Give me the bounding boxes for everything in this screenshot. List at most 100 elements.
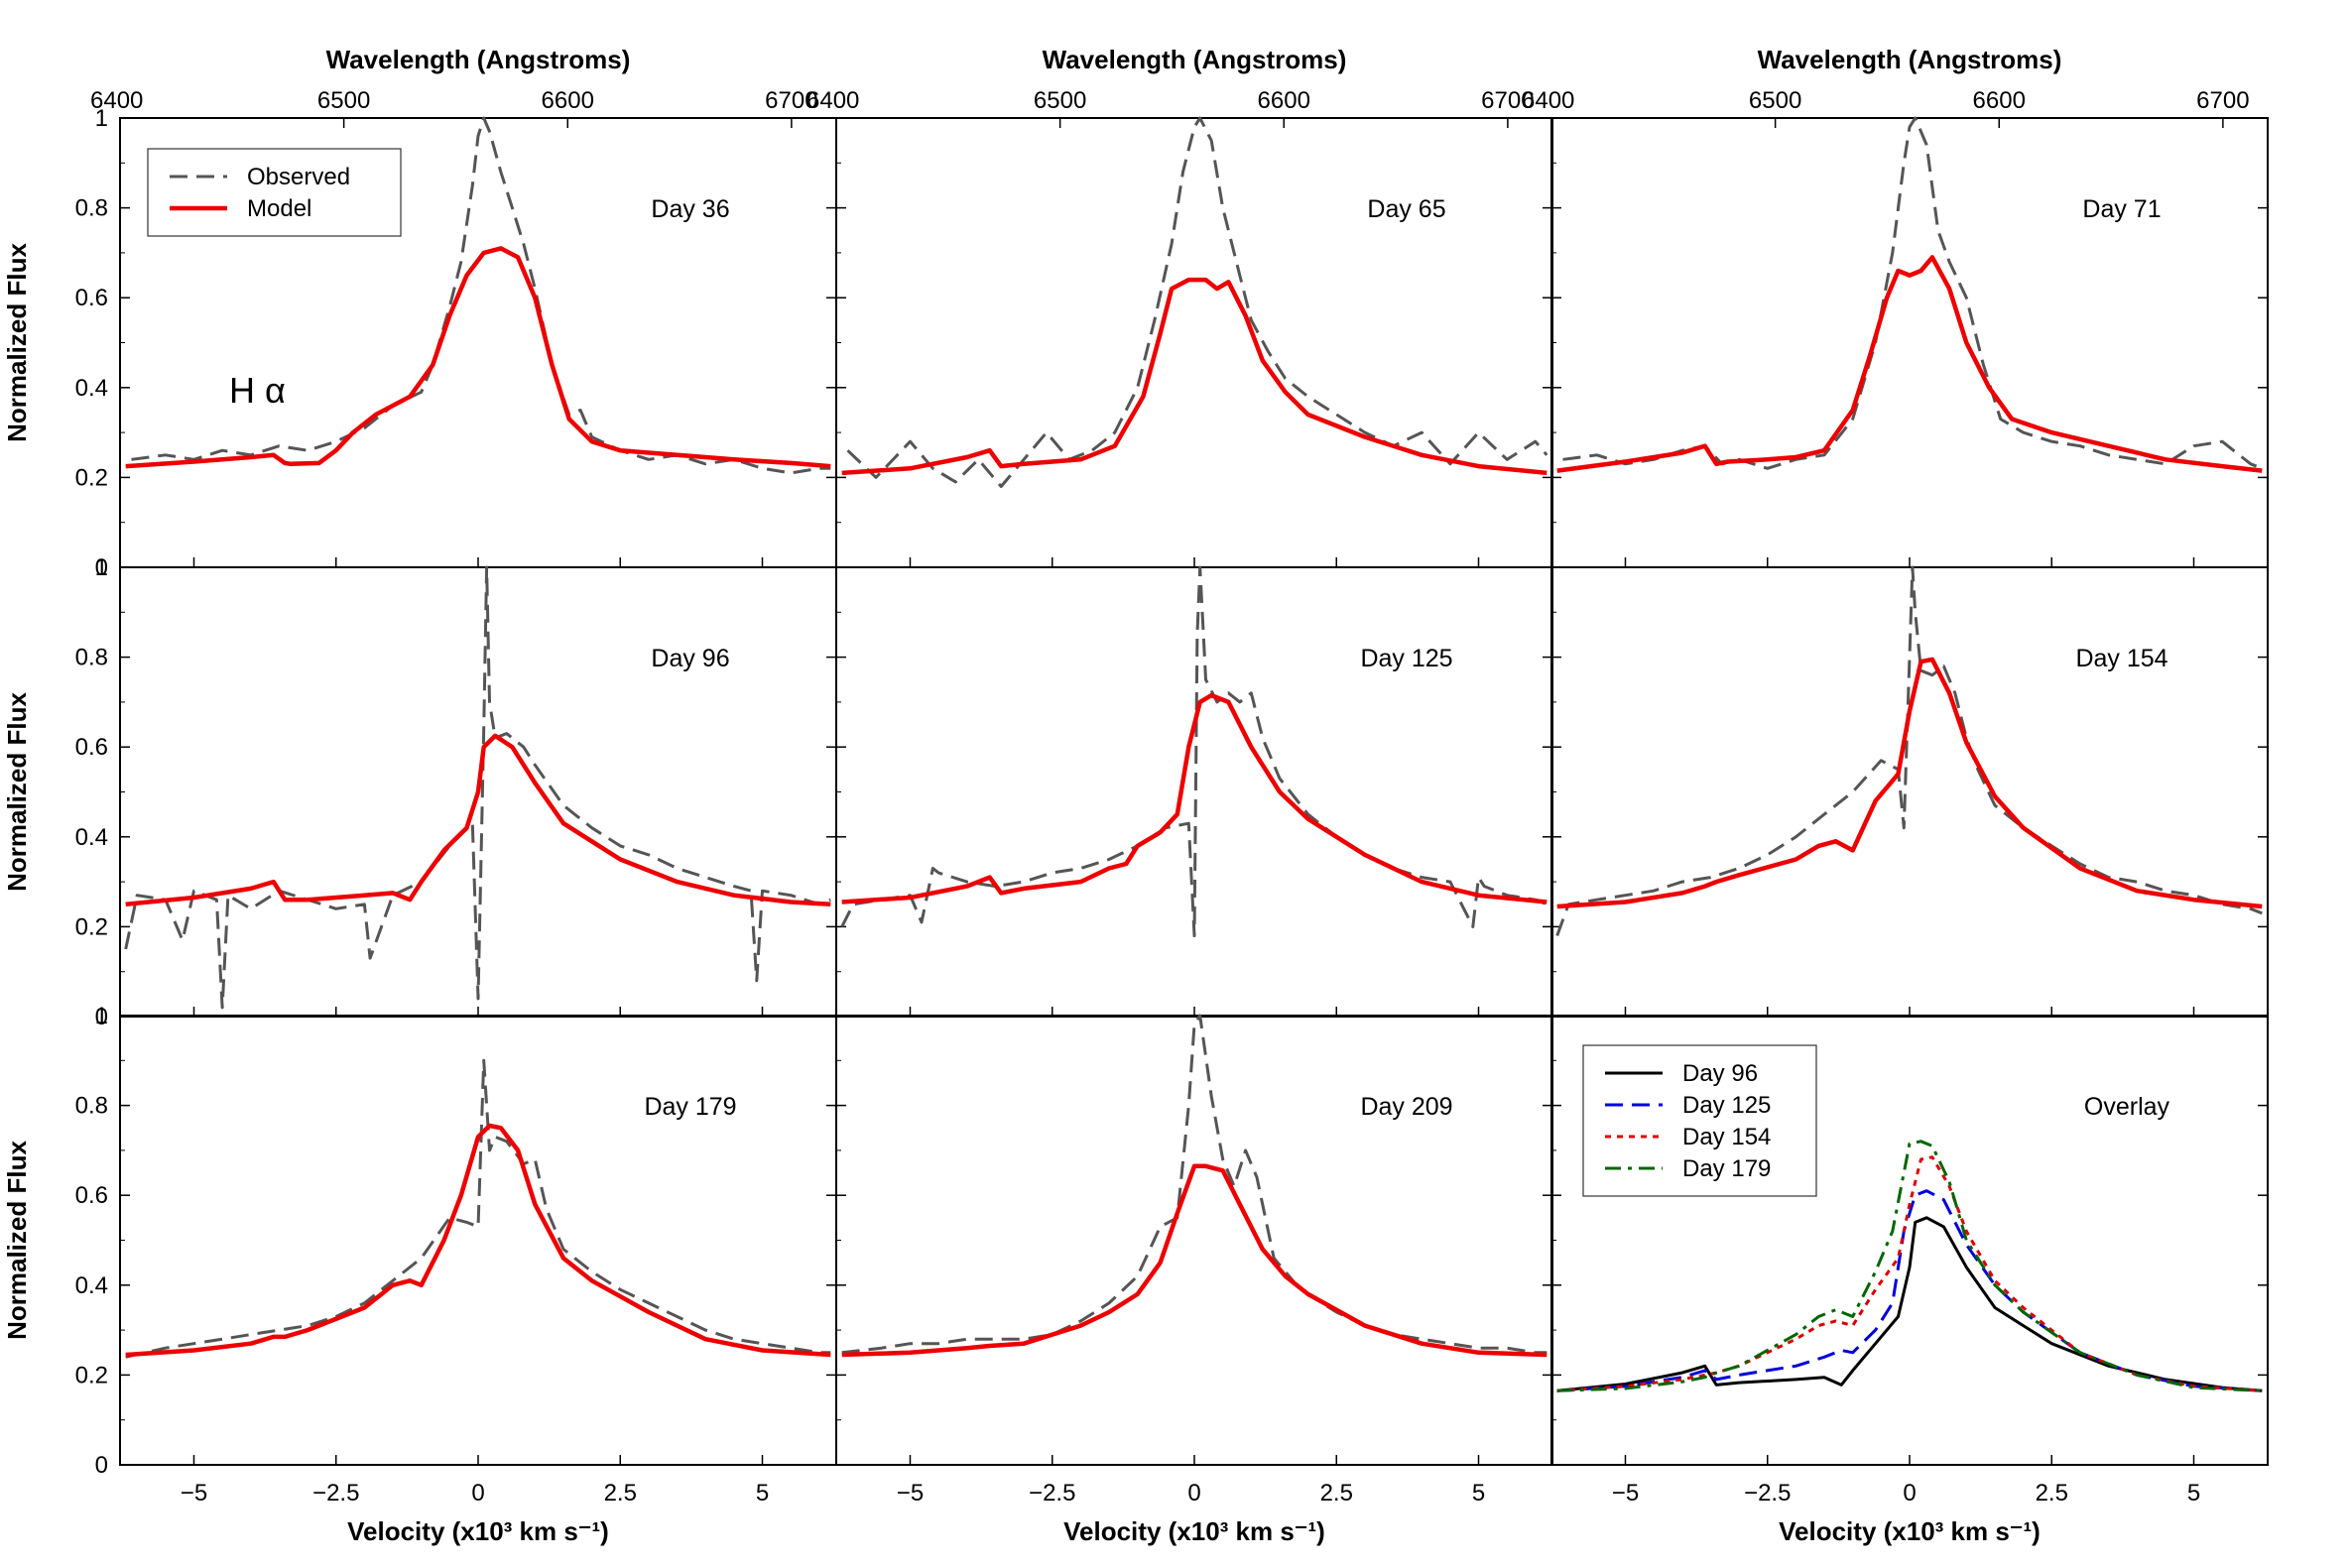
y-tick-label: 0.2	[75, 464, 108, 491]
x-tick-label: 0	[471, 1480, 484, 1507]
y-tick-label: 0	[95, 554, 108, 581]
panel-top-center	[835, 116, 1553, 568]
panel-label: Day 209	[1360, 1093, 1452, 1121]
x-tick-label: −5	[1612, 1480, 1639, 1507]
y-tick-label: 0	[95, 1452, 108, 1479]
series-model	[125, 1123, 831, 1358]
x-tick-label: −2.5	[1744, 1480, 1791, 1507]
panel-middle-right	[1550, 565, 2269, 1018]
top-tick-label: 6500	[1034, 87, 1086, 114]
x-tick-label: −5	[181, 1480, 207, 1507]
top-tick-label: 6600	[1258, 87, 1310, 114]
y-tick-label: 0.6	[75, 1182, 108, 1209]
y-tick-label: 0	[95, 1004, 108, 1030]
series-observed	[840, 565, 1547, 937]
y-axis-title: Normalized Flux	[2, 692, 32, 892]
series-day-125	[1556, 1189, 2263, 1392]
x-tick-label: 5	[2187, 1480, 2200, 1507]
panel-frame	[835, 566, 1553, 1018]
panel-bottom-right	[1550, 1015, 2269, 1466]
series-day-179	[1556, 1140, 2263, 1392]
y-tick-label: 0.8	[75, 1093, 108, 1120]
series-model	[841, 1163, 1547, 1358]
legend-label: Day 179	[1682, 1155, 1771, 1182]
series-model	[1556, 255, 2263, 473]
y-tick-label: 1	[95, 554, 108, 581]
series-observed	[125, 1058, 831, 1359]
panel-bottom-left	[119, 1015, 837, 1466]
x-tick-label: 0	[1903, 1480, 1916, 1507]
y-tick-label: 0.6	[75, 285, 108, 311]
panel-frame	[835, 1015, 1553, 1466]
panel-frame	[835, 117, 1553, 568]
panel-label: Day 154	[2075, 645, 2167, 672]
top-tick-label: 6500	[1749, 87, 1801, 114]
series-model	[841, 277, 1547, 476]
y-tick-label: 0.8	[75, 195, 108, 222]
series-observed	[124, 565, 831, 1010]
panel-label: Overlay	[2084, 1093, 2170, 1121]
top-tick-label: 6700	[765, 87, 817, 114]
top-tick-label: 6500	[317, 87, 370, 114]
legend-label: Day 154	[1682, 1124, 1771, 1150]
top-tick-label: 6400	[1522, 87, 1574, 114]
y-tick-label: 0.4	[75, 824, 108, 851]
y-tick-label: 0.2	[75, 1362, 108, 1388]
x-tick-label: 2.5	[1320, 1480, 1353, 1507]
y-tick-label: 0.2	[75, 913, 108, 940]
panel-label: Day 179	[644, 1093, 736, 1121]
y-tick-label: 1	[95, 1003, 108, 1029]
x-tick-label: 2.5	[2036, 1480, 2068, 1507]
y-axis-title: Normalized Flux	[2, 243, 32, 442]
x-tick-label: 2.5	[604, 1480, 637, 1507]
series-model	[125, 246, 831, 469]
series-observed	[841, 1014, 1547, 1355]
series-model	[125, 733, 831, 907]
x-axis-title: Velocity (x10³ km s⁻¹)	[347, 1516, 609, 1546]
legend-box	[1582, 1044, 1817, 1197]
panel-middle-left	[119, 565, 837, 1018]
legend-label: Day 96	[1682, 1060, 1758, 1087]
x-tick-label: −2.5	[312, 1480, 359, 1507]
x-tick-label: −5	[897, 1480, 924, 1507]
series-model	[841, 692, 1547, 905]
series-observed	[846, 116, 1548, 488]
series-observed	[131, 116, 831, 475]
top-axis-title: Wavelength (Angstroms)	[326, 45, 631, 74]
line-annotation: H α	[229, 370, 286, 411]
x-tick-label: 5	[1472, 1480, 1485, 1507]
y-axis-title: Normalized Flux	[2, 1141, 32, 1340]
top-tick-label: 6600	[1973, 87, 2026, 114]
series-model	[1556, 657, 2263, 909]
panel-frame	[119, 1015, 837, 1466]
series-day-96	[1556, 1216, 2263, 1392]
y-tick-label: 0.8	[75, 645, 108, 671]
y-tick-label: 0.6	[75, 734, 108, 761]
panel-frame	[1550, 117, 2269, 568]
panel-top-right	[1550, 116, 2269, 568]
x-axis-title: Velocity (x10³ km s⁻¹)	[1063, 1516, 1325, 1546]
panel-label: Day 96	[651, 645, 729, 672]
top-axis-title: Wavelength (Angstroms)	[1043, 45, 1347, 74]
top-tick-label: 6700	[1481, 87, 1534, 114]
panel-label: Day 65	[1367, 195, 1445, 223]
top-tick-label: 6700	[2196, 87, 2249, 114]
legend-box	[147, 148, 402, 237]
top-tick-label: 6400	[806, 87, 859, 114]
legend-label: Day 125	[1682, 1092, 1771, 1119]
series-observed	[1562, 116, 2263, 470]
x-tick-label: −2.5	[1029, 1480, 1075, 1507]
series-day-154	[1556, 1155, 2263, 1392]
y-tick-label: 0.4	[75, 1272, 108, 1299]
legend-label: Observed	[247, 164, 350, 190]
top-tick-label: 6600	[542, 87, 594, 114]
panel-middle-center	[835, 565, 1553, 1018]
top-tick-label: 6400	[90, 87, 143, 114]
y-tick-label: 1	[95, 105, 108, 132]
panel-label: Day 125	[1360, 645, 1452, 672]
legend-label: Model	[247, 195, 311, 222]
panel-top-left	[119, 116, 837, 568]
x-tick-label: 5	[756, 1480, 769, 1507]
panel-bottom-center	[835, 1014, 1553, 1466]
